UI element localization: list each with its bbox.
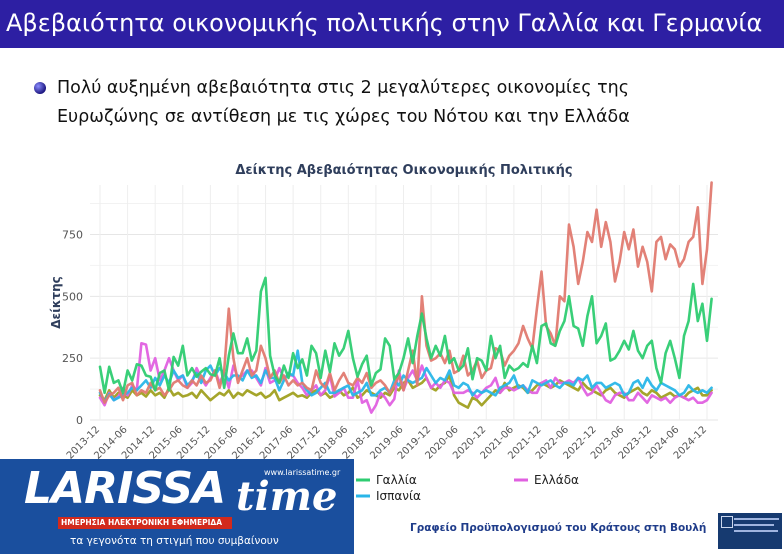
y-tick-label: 500 [62,290,83,303]
slide-title-bar: Αβεβαιότητα οικονομικής πολιτικής στην Γ… [0,0,784,48]
larissatime-watermark: LARISSA time www.larissatime.gr ΗΜΕΡΗΣΙΑ… [0,459,354,554]
y-tick-label: 0 [76,414,83,427]
parliament-budget-office-logo-icon [718,513,782,549]
chart-title: Δείκτης Αβεβαιότητας Οικονομικής Πολιτικ… [235,163,572,178]
watermark-brand-word2: time [236,473,338,520]
badge-text-line [734,518,779,520]
bullet-line-1: Πολύ αυξημένη αβεβαιότητα στις 2 μεγαλύτ… [57,78,630,98]
badge-text-line [734,530,778,532]
legend-label: Ελλάδα [534,473,579,487]
watermark-red-strip [58,517,232,529]
bullet-text: Πολύ αυξημένη αβεβαιότητα στις 2 μεγαλύτ… [57,74,777,132]
slide-title: Αβεβαιότητα οικονομικής πολιτικής στην Γ… [6,9,763,37]
watermark-url: www.larissatime.gr [264,468,341,477]
footer-source: Γραφείο Προϋπολογισμού του Κράτους στη Β… [410,522,707,534]
legend-label: Ισπανία [376,489,421,503]
badge-text-line [734,524,774,526]
series-line-Γαλλία [98,276,713,395]
bullet-icon [34,82,46,94]
y-tick-label: 750 [62,228,83,241]
legend-label: Γαλλία [376,473,417,487]
watermark-brand-word: LARISSA [24,463,226,514]
y-axis-label: Δείκτης [49,276,63,328]
badge-emblem [721,516,733,528]
watermark-subtitle: ΗΜΕΡΗΣΙΑ ΗΛΕΚΤΡΟΝΙΚΗ ΕΦΗΜΕΡΙΔΑ [61,518,222,527]
series-line-Γερμανία [98,181,713,405]
y-tick-label: 250 [62,352,83,365]
bullet-line-2: Ευρωζώνης σε αντίθεση με τις χώρες του Ν… [57,107,630,127]
watermark-slogan: τα γεγονότα τη στιγμή που συμβαίνουν [70,535,279,547]
